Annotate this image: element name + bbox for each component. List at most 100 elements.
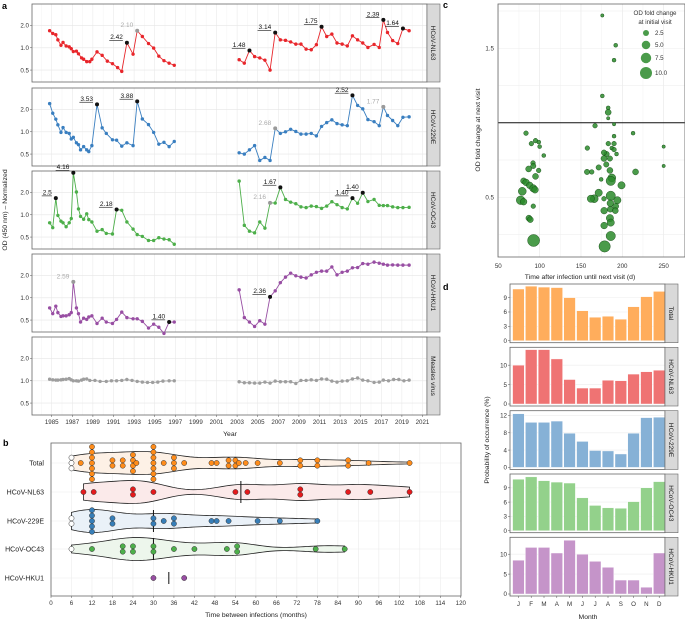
data-point	[140, 319, 145, 324]
data-point	[74, 49, 79, 53]
facet-hcov-229e: 0.5 1.0 2.0 HCoV-229E 3.53 3.88 2.68 2.52 1.77	[20, 87, 441, 167]
data-point	[242, 223, 247, 228]
data-point	[47, 29, 52, 33]
data-point	[304, 205, 308, 210]
plot-background	[498, 4, 685, 257]
y-axis-title: OD fold change at next visit	[475, 88, 482, 171]
data-point	[531, 186, 539, 194]
fold-change-label: 2.68	[259, 120, 272, 127]
data-point	[278, 38, 283, 42]
data-point	[340, 42, 344, 46]
x-tick-label: 2009	[292, 419, 306, 426]
facet-hcov-oc43: 0 3 6 9 HCoV-OC43	[504, 473, 679, 535]
data-point	[64, 314, 68, 318]
data-point	[276, 460, 283, 466]
data-point	[309, 204, 313, 208]
peak-marker	[360, 190, 365, 195]
data-point	[407, 205, 411, 210]
bar-O	[627, 433, 640, 468]
data-point	[390, 263, 395, 267]
bar-A	[550, 287, 563, 341]
bar-M	[538, 547, 551, 595]
peak-marker	[381, 104, 386, 109]
x-tick-label: 66	[273, 600, 280, 607]
fold-change-label: 3.14	[259, 24, 272, 31]
data-point	[525, 165, 532, 173]
bar-J	[512, 288, 525, 341]
data-point	[51, 31, 55, 36]
data-point	[162, 58, 166, 63]
fold-change-label: 1.77	[367, 98, 380, 105]
x-tick-label: J	[581, 601, 584, 608]
data-point	[366, 262, 370, 266]
row-label: HCoV-OC43	[5, 546, 44, 553]
bar-N	[640, 296, 653, 341]
facet-hcov-oc43: 0.5 1.0 2.0 HCoV-OC43 2.5 4.16 2.18 2.16 1.67 1.4…	[20, 164, 441, 250]
data-point	[167, 238, 171, 242]
data-point	[611, 147, 617, 153]
y-axis-title: OD (450 nm) – Normalized	[2, 169, 9, 250]
data-point	[600, 93, 605, 99]
data-point	[71, 49, 76, 54]
data-point	[76, 142, 81, 147]
row-label: HCoV-HKU1	[5, 575, 44, 582]
x-tick-label: 90	[355, 600, 362, 607]
fold-change-label: 1.40	[346, 184, 359, 191]
data-point	[401, 205, 405, 210]
legend-title: at initial visit	[638, 19, 672, 26]
data-point	[530, 203, 536, 209]
data-point	[81, 316, 86, 320]
data-point	[150, 548, 157, 555]
data-point	[314, 378, 319, 383]
data-point	[171, 546, 177, 552]
data-point	[325, 120, 329, 125]
data-point	[361, 261, 365, 266]
data-point	[325, 204, 329, 208]
x-tick-label: 54	[232, 600, 239, 607]
data-point	[304, 378, 308, 383]
fold-change-label: 2.16	[253, 194, 266, 201]
data-point	[600, 155, 608, 162]
data-point	[377, 203, 381, 208]
fold-change-label: 1.40	[336, 189, 349, 196]
data-point	[297, 486, 304, 493]
data-point	[617, 181, 626, 190]
legend-size-key	[641, 40, 651, 50]
data-point	[125, 220, 129, 224]
peak-marker	[350, 196, 355, 201]
bar-J	[589, 317, 602, 341]
x-tick-label: 150	[576, 263, 587, 270]
data-point	[119, 462, 126, 469]
data-point	[171, 460, 177, 466]
fold-change-label: 1.67	[264, 179, 277, 186]
data-point	[54, 117, 58, 121]
peak-marker	[53, 196, 58, 201]
series-line	[238, 19, 410, 72]
bar-A	[602, 380, 615, 405]
data-point	[584, 169, 590, 175]
y-tick-label: 2.0	[20, 23, 29, 30]
data-point	[120, 69, 124, 74]
legend-size-key	[640, 52, 652, 64]
bar-J	[576, 554, 589, 595]
data-point	[407, 29, 411, 33]
data-point	[56, 38, 60, 42]
x-tick-label: M	[541, 601, 546, 608]
data-point	[611, 141, 617, 147]
plot-background	[32, 254, 427, 332]
data-point	[181, 460, 188, 466]
facet-strip-label: HCoV-OC43	[429, 192, 436, 229]
data-point	[150, 380, 155, 385]
data-point	[299, 132, 303, 136]
data-point	[85, 59, 89, 64]
data-point	[330, 379, 334, 383]
bar-J	[589, 505, 602, 531]
y-tick-label: 0	[504, 528, 508, 535]
data-point	[330, 265, 334, 269]
data-point	[335, 202, 339, 207]
data-point	[614, 151, 619, 157]
fold-change-label: 2.36	[253, 288, 266, 295]
bar-J	[576, 310, 589, 341]
data-point	[258, 381, 262, 385]
data-point	[74, 190, 79, 194]
